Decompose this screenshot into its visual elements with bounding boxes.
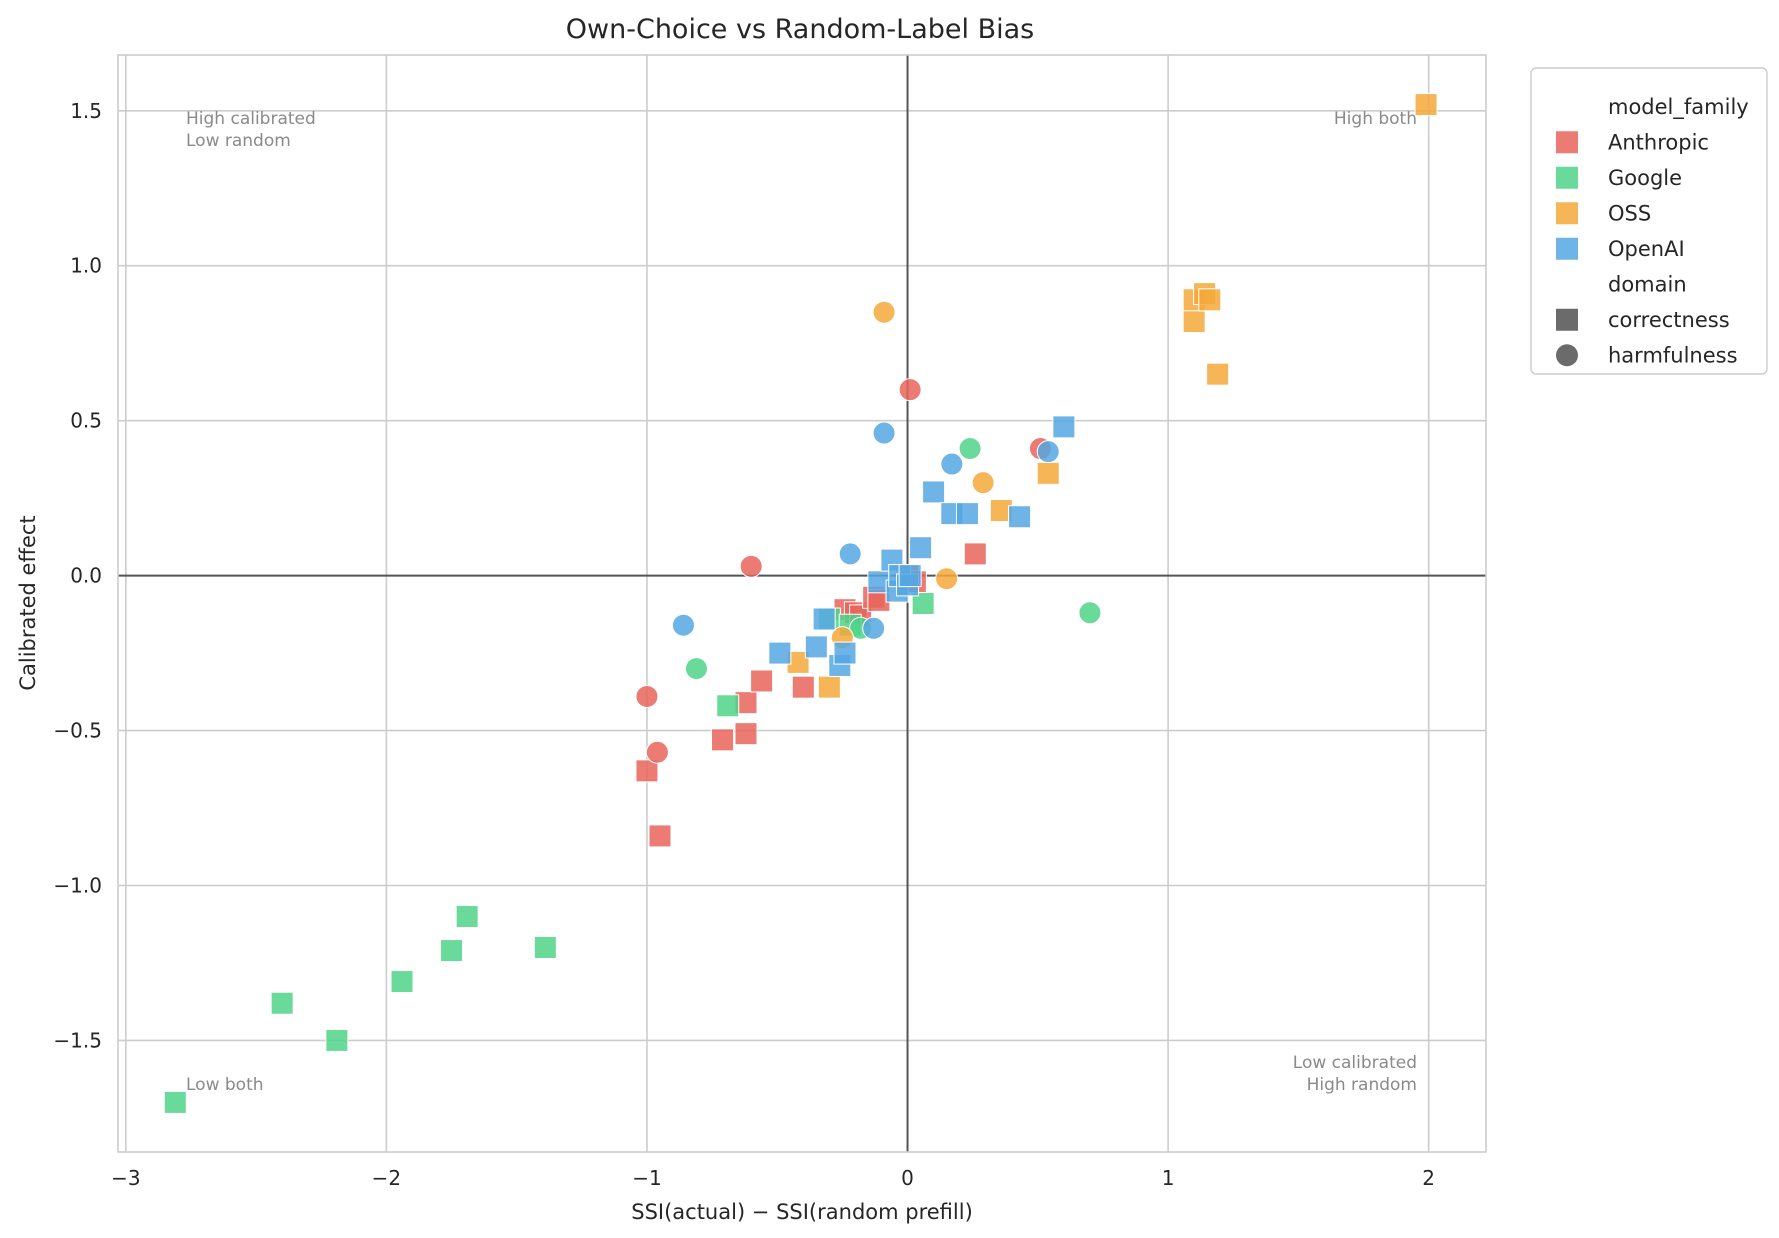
legend-label-correctness: correctness xyxy=(1608,308,1730,332)
legend-label-harmfulness: harmfulness xyxy=(1608,343,1738,367)
point-oss-correctness xyxy=(817,675,841,699)
point-openai-correctness xyxy=(922,480,946,504)
point-oss-harmfulness xyxy=(935,567,959,591)
y-tick-label: −1.5 xyxy=(53,1028,102,1052)
legend-label-anthropic: Anthropic xyxy=(1608,130,1709,154)
point-openai-harmfulness xyxy=(862,616,886,640)
chart-title: Own-Choice vs Random-Label Bias xyxy=(566,14,1034,45)
y-tick-label: 0.5 xyxy=(70,409,102,433)
point-oss-correctness xyxy=(1182,310,1206,334)
y-tick-label: −1.0 xyxy=(53,873,102,897)
plot-frame xyxy=(117,54,1487,1153)
point-openai-harmfulness xyxy=(1036,440,1060,464)
point-anthropic-harmfulness xyxy=(645,740,669,764)
point-openai-correctness xyxy=(833,641,857,665)
y-tick-label: 1.0 xyxy=(70,254,102,278)
point-openai-correctness xyxy=(955,502,979,526)
quadrant-label-top-left: High calibrated xyxy=(186,109,316,129)
y-tick-label: 1.5 xyxy=(70,99,102,123)
y-axis-label: Calibrated effect xyxy=(16,515,40,690)
quadrant-label-top-right: High both xyxy=(1334,109,1417,129)
quadrant-label-top-left: Low random xyxy=(186,131,291,151)
legend-label-openai: OpenAI xyxy=(1608,237,1685,261)
point-oss-correctness xyxy=(1414,93,1438,117)
point-anthropic-correctness xyxy=(750,669,774,693)
point-google-correctness xyxy=(455,904,479,928)
legend-marker-correctness xyxy=(1556,308,1578,331)
legend-label-google: Google xyxy=(1608,166,1682,190)
quadrant-label-bottom-left: Low both xyxy=(186,1075,264,1095)
x-tick-label: −3 xyxy=(111,1166,140,1190)
point-google-correctness xyxy=(533,935,557,959)
point-anthropic-correctness xyxy=(648,824,672,848)
point-google-correctness xyxy=(911,592,935,615)
quadrant-label-bottom-right: Low calibrated xyxy=(1293,1053,1417,1073)
point-openai-harmfulness xyxy=(872,421,896,445)
legend-marker-openai xyxy=(1556,237,1578,260)
legend-label-oss: OSS xyxy=(1608,201,1651,225)
y-tick-labels: 1.5 1.0 0.5 0.0 −0.5 −1.0 −1.5 xyxy=(53,99,102,1053)
legend-title-model-family: model_family xyxy=(1608,95,1749,120)
quadrant-label-bottom-right: High random xyxy=(1307,1075,1417,1095)
point-google-harmfulness xyxy=(958,437,982,461)
point-anthropic-harmfulness xyxy=(898,378,922,402)
y-tick-label: −0.5 xyxy=(53,719,102,743)
x-tick-labels: −3 −2 −1 0 1 2 xyxy=(111,1166,1435,1190)
point-openai-correctness xyxy=(768,641,792,665)
point-google-correctness xyxy=(440,939,464,963)
point-anthropic-correctness xyxy=(711,728,735,752)
point-anthropic-harmfulness xyxy=(635,684,659,708)
x-tick-label: −2 xyxy=(372,1166,401,1190)
x-axis-label: SSI(actual) − SSI(random prefill) xyxy=(631,1200,973,1224)
point-google-correctness xyxy=(163,1090,187,1114)
x-tick-label: 0 xyxy=(901,1166,914,1190)
point-oss-correctness xyxy=(1206,362,1230,386)
point-openai-harmfulness xyxy=(940,452,964,476)
point-openai-correctness xyxy=(898,564,922,588)
point-google-harmfulness xyxy=(684,657,708,681)
point-oss-harmfulness xyxy=(872,300,896,324)
point-google-correctness xyxy=(716,694,740,718)
y-tick-label: 0.0 xyxy=(70,564,102,588)
point-openai-correctness xyxy=(804,635,828,659)
point-openai-correctness xyxy=(812,607,836,631)
point-openai-harmfulness xyxy=(838,542,862,566)
point-openai-correctness xyxy=(909,536,933,560)
point-google-correctness xyxy=(390,970,414,994)
point-anthropic-correctness xyxy=(791,675,815,699)
data-points xyxy=(163,93,1438,1114)
x-tick-label: −1 xyxy=(632,1166,661,1190)
x-tick-label: 1 xyxy=(1162,1166,1175,1190)
legend-box xyxy=(1530,67,1768,375)
point-google-correctness xyxy=(325,1028,349,1052)
reference-lines xyxy=(118,55,1486,1152)
point-oss-correctness xyxy=(1036,461,1060,485)
point-openai-correctness xyxy=(1052,415,1076,439)
point-oss-correctness xyxy=(1198,288,1222,312)
legend-marker-google xyxy=(1556,166,1578,189)
legend-marker-anthropic xyxy=(1556,131,1578,154)
point-oss-harmfulness xyxy=(971,471,995,495)
point-anthropic-correctness xyxy=(963,542,987,566)
legend-marker-harmfulness xyxy=(1556,344,1578,367)
point-google-correctness xyxy=(270,991,294,1015)
legend-title-domain: domain xyxy=(1608,272,1687,296)
point-anthropic-correctness xyxy=(734,722,758,746)
point-anthropic-harmfulness xyxy=(739,554,763,578)
point-openai-harmfulness xyxy=(671,613,695,637)
point-google-harmfulness xyxy=(1078,601,1102,625)
point-openai-correctness xyxy=(1008,505,1032,529)
x-tick-label: 2 xyxy=(1422,1166,1435,1190)
legend: model_family Anthropic Google OSS OpenAI doma… xyxy=(1530,67,1768,375)
legend-marker-oss xyxy=(1556,202,1578,225)
point-anthropic-correctness xyxy=(635,759,659,783)
